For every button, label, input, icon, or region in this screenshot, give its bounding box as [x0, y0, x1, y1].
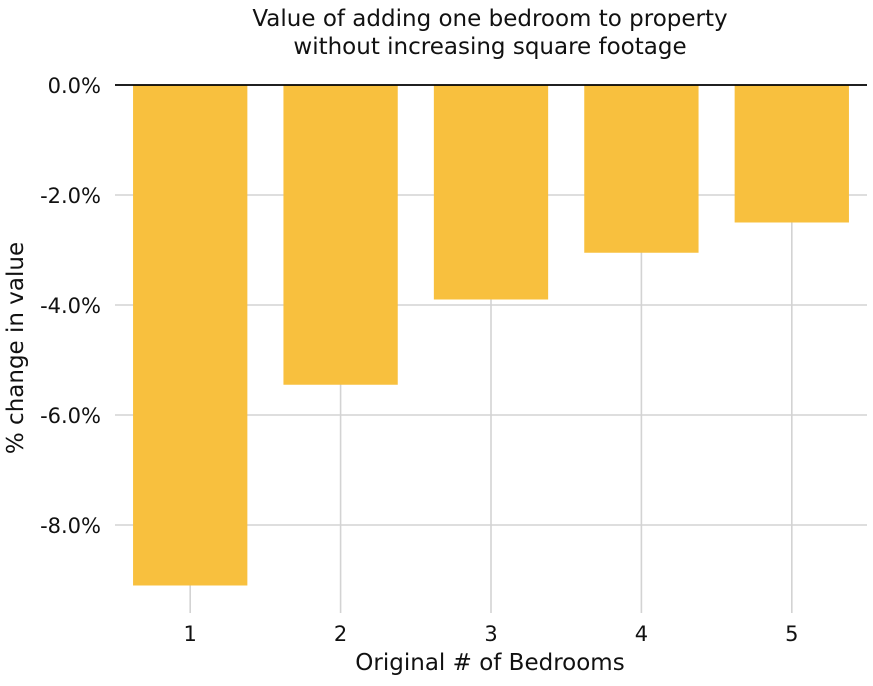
y-tick-labels: 0.0% -2.0% -4.0% -6.0% -8.0% [40, 74, 101, 538]
bar [133, 85, 248, 586]
bar [584, 85, 699, 253]
chart-title-line-1: Value of adding one bedroom to property [252, 6, 727, 32]
x-tick-label: 4 [635, 622, 648, 646]
y-axis-label: % change in value [3, 242, 29, 454]
y-tick-label: -2.0% [40, 184, 101, 208]
x-tick-label: 2 [334, 622, 347, 646]
y-tick-label: 0.0% [48, 74, 101, 98]
chart-title-line-2: without increasing square footage [293, 34, 686, 60]
x-tick-label: 5 [785, 622, 798, 646]
x-axis-label: Original # of Bedrooms [355, 650, 624, 676]
bar [283, 85, 398, 385]
y-tick-label: -4.0% [40, 294, 101, 318]
y-tick-label: -6.0% [40, 404, 101, 428]
y-tick-label: -8.0% [40, 514, 101, 538]
x-tick-labels: 1 2 3 4 5 [184, 622, 799, 646]
bar [433, 85, 549, 300]
bar-layer [133, 85, 849, 586]
x-tick-label: 1 [184, 622, 197, 646]
x-tick-label: 3 [484, 622, 497, 646]
bar [734, 85, 849, 223]
